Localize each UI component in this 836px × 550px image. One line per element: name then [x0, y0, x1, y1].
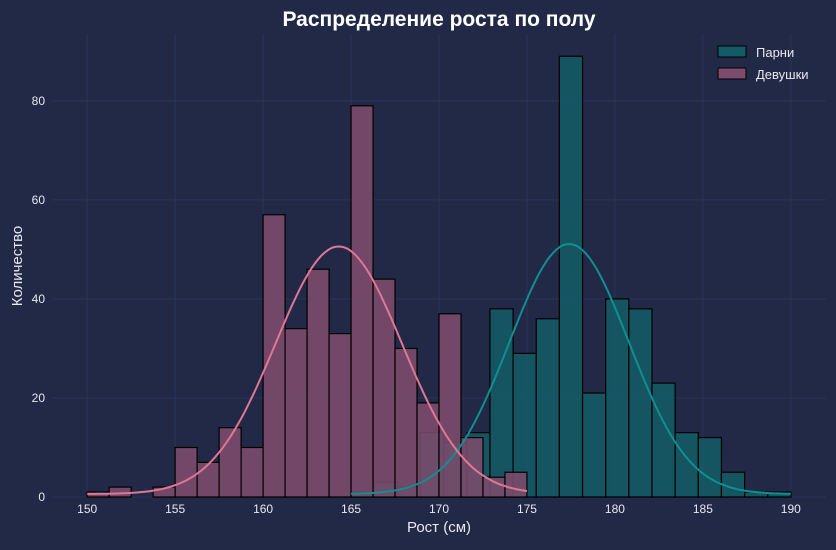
- kde-line-boys: [350, 243, 791, 495]
- bar-girls: [196, 461, 220, 498]
- x-tick-label: 170: [429, 502, 449, 516]
- bar-girls: [306, 268, 330, 498]
- bar-boys: [605, 298, 630, 498]
- bar-girls: [108, 486, 132, 498]
- kde-curves: [87, 243, 791, 495]
- legend-swatch-boys: [717, 45, 747, 58]
- bar-boys: [697, 436, 723, 498]
- bar-boys: [581, 392, 607, 498]
- x-tick-label: 185: [693, 502, 713, 516]
- bar-boys: [651, 382, 676, 498]
- y-tick-label: 40: [32, 292, 46, 306]
- x-tick-label: 180: [605, 502, 625, 516]
- bar-girls: [482, 476, 506, 498]
- x-tick-label: 190: [781, 502, 801, 516]
- x-tick-label: 150: [77, 502, 97, 516]
- legend-label-girls: Девушки: [756, 67, 809, 82]
- bar-boys: [674, 432, 699, 498]
- bar-boys: [628, 308, 653, 498]
- legend-swatch-girls: [717, 67, 747, 80]
- legend: Парни Девушки: [717, 45, 809, 82]
- bar-girls: [240, 446, 264, 498]
- x-axis-label: Рост (см): [407, 519, 471, 536]
- bars: [86, 55, 792, 498]
- y-tick-label: 60: [32, 193, 46, 207]
- bar-boys: [535, 318, 560, 498]
- x-tick-label: 165: [341, 502, 361, 516]
- bar-boys: [489, 308, 514, 498]
- y-axis-label: Количество: [9, 226, 26, 307]
- bar-boys: [767, 491, 792, 498]
- bar-girls: [372, 278, 396, 498]
- chart-title: Распределение роста по полу: [282, 8, 595, 31]
- y-tick-label: 20: [32, 391, 46, 405]
- ticks: 150 155 160 165 170 175 180 185 190 0 20 40 60 80: [32, 94, 802, 516]
- x-tick-label: 160: [253, 502, 273, 516]
- bar-boys: [558, 55, 584, 498]
- y-tick-label: 80: [32, 94, 46, 108]
- bar-girls: [350, 105, 374, 498]
- bar-girls: [174, 446, 198, 498]
- bar-girls: [284, 328, 308, 498]
- x-tick-label: 175: [517, 502, 537, 516]
- bar-girls: [262, 214, 286, 498]
- kde-line-girls: [87, 245, 528, 495]
- bar-girls: [328, 332, 352, 498]
- legend-label-boys: Парни: [756, 45, 794, 60]
- y-tick-label: 0: [38, 490, 45, 504]
- bar-girls: [504, 471, 528, 498]
- bar-girls: [438, 313, 462, 498]
- x-tick-label: 155: [165, 502, 185, 516]
